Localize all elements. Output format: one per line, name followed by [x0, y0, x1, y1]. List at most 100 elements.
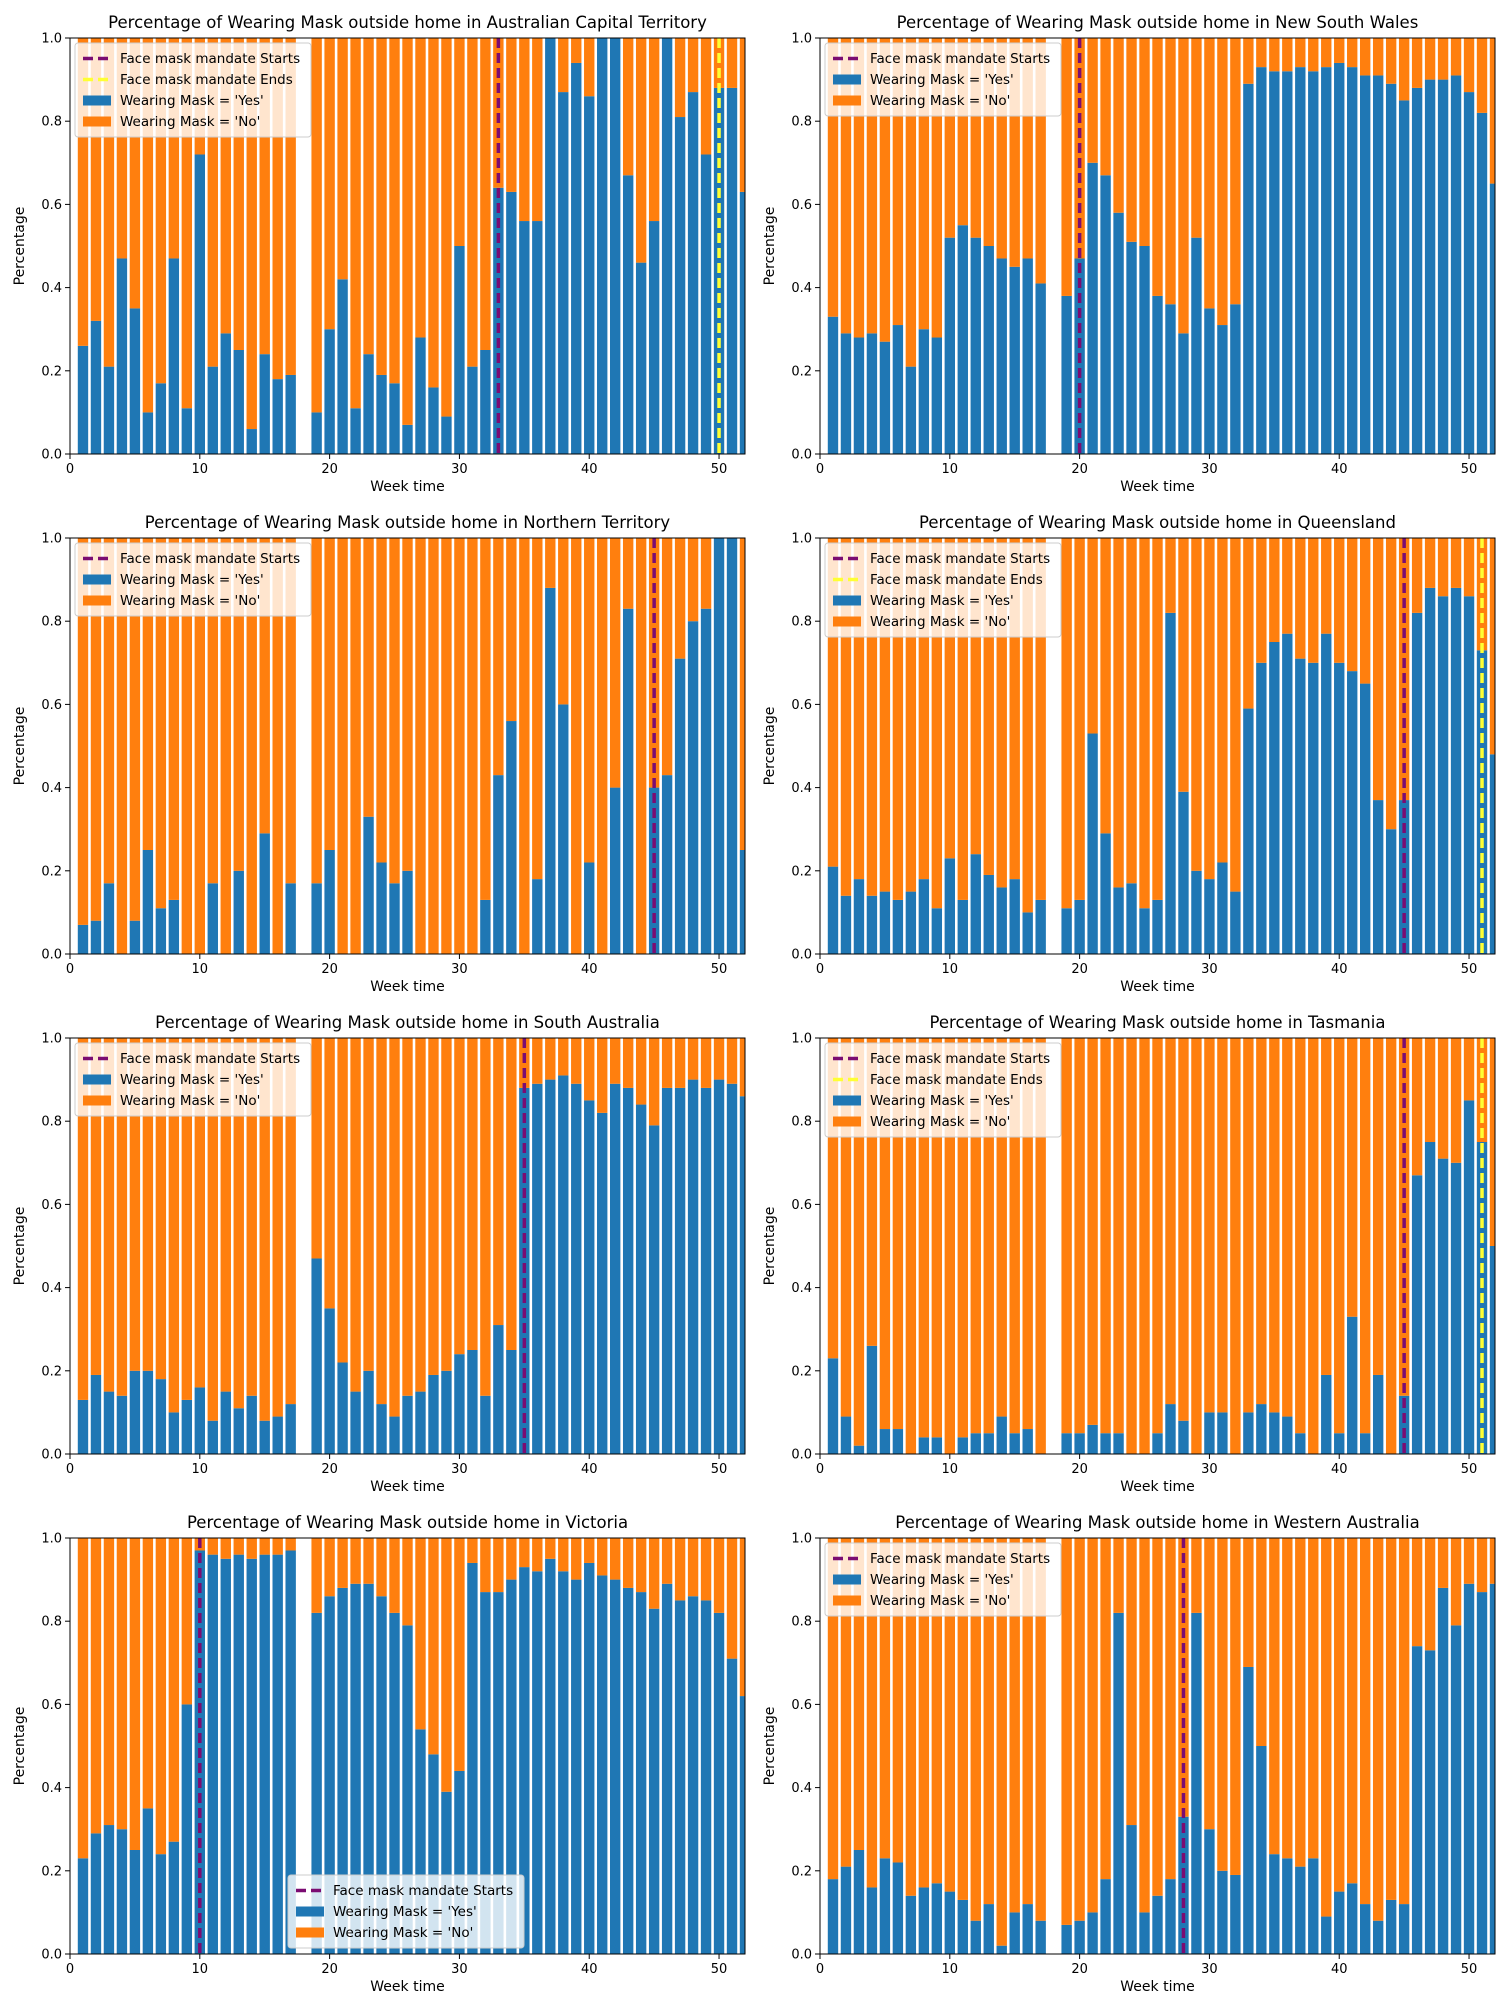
bar-no — [324, 1038, 335, 1309]
bar-no — [311, 38, 322, 413]
bar-no — [324, 1538, 335, 1597]
bar-no — [1191, 1038, 1202, 1454]
bar-yes — [402, 1625, 413, 1954]
bar-yes — [220, 1391, 231, 1454]
y-axis-label: Percentage — [762, 1207, 778, 1286]
bar-yes — [1334, 1891, 1345, 1954]
bar-yes — [493, 775, 504, 954]
bar-no — [493, 1038, 504, 1326]
bar-no — [1074, 538, 1085, 900]
bar-no — [996, 1038, 1007, 1417]
bar-no — [90, 538, 102, 921]
bar-yes — [1372, 1374, 1384, 1454]
bar-no — [1035, 1538, 1046, 1921]
bar-yes — [90, 1833, 102, 1954]
bar-no — [480, 1538, 491, 1593]
legend-item-yes-swatch — [833, 595, 861, 606]
bar-yes — [545, 587, 556, 954]
x-tick-label: 40 — [581, 962, 598, 977]
legend-item-mandate-start-label: Face mask mandate Starts — [870, 1051, 1050, 1067]
bar-no — [1009, 38, 1020, 267]
bar-no — [1152, 38, 1163, 296]
bar-yes — [532, 1571, 543, 1954]
bar-yes — [879, 891, 891, 954]
legend-item-no-label: Wearing Mask = 'No' — [333, 1925, 473, 1941]
bar-no — [1489, 1038, 1495, 1246]
bar-no — [1191, 1538, 1202, 1613]
bar-yes — [337, 1362, 348, 1454]
bar-yes — [1061, 908, 1072, 954]
bar-no — [220, 538, 231, 954]
bar-no — [1269, 1038, 1280, 1413]
bar-yes — [1204, 1829, 1215, 1954]
bar-no — [622, 538, 634, 609]
bar-yes — [713, 1612, 725, 1954]
bar-yes — [1113, 212, 1124, 454]
legend: Face mask mandate Starts Wearing Mask = '… — [74, 1042, 312, 1117]
bar-yes — [272, 379, 283, 454]
bar-no — [674, 1538, 686, 1601]
bar-yes — [622, 1587, 634, 1954]
bar-no — [389, 38, 400, 384]
bar-no — [674, 1038, 686, 1088]
x-tick-label: 40 — [581, 462, 598, 477]
bar-no — [1282, 1038, 1293, 1417]
bar-yes — [1269, 1854, 1280, 1954]
bar-yes — [1398, 1395, 1410, 1454]
bar-yes — [622, 175, 634, 454]
bar-no — [1061, 38, 1072, 296]
chart-svg: Percentage of Wearing Mask outside home … — [762, 513, 1496, 995]
bar-yes — [584, 96, 595, 454]
x-axis-label: Week time — [1120, 479, 1194, 495]
y-tick-label: 0.6 — [41, 198, 62, 213]
bar-no — [1009, 1538, 1020, 1913]
x-axis-label: Week time — [1120, 979, 1194, 995]
bar-yes — [1424, 587, 1436, 954]
chart-svg: Percentage of Wearing Mask outside home … — [12, 513, 746, 995]
legend-item-mandate-end-label: Face mask mandate Ends — [120, 72, 293, 88]
bar-yes — [700, 1600, 712, 1954]
bar-no — [853, 38, 865, 338]
bar-yes — [1321, 67, 1332, 454]
bar-yes — [1204, 879, 1215, 954]
bar-yes — [181, 1399, 193, 1454]
bar-yes — [233, 870, 244, 954]
bar-no — [220, 38, 231, 334]
bar-no — [840, 38, 852, 334]
bar-yes — [905, 1895, 917, 1954]
bar-yes — [1152, 1433, 1163, 1454]
x-tick-label: 10 — [942, 1962, 959, 1977]
bar-no — [957, 1538, 968, 1900]
bar-no — [272, 38, 283, 380]
bar-no — [532, 1038, 543, 1084]
x-tick-label: 20 — [321, 462, 338, 477]
bar-no — [467, 38, 478, 367]
bar-no — [168, 1538, 180, 1842]
bar-yes — [944, 237, 955, 454]
bar-yes — [610, 787, 621, 954]
bar-no — [1100, 1038, 1111, 1434]
bar-yes — [879, 1429, 891, 1454]
bar-yes — [168, 1841, 180, 1954]
bar-no — [1178, 1038, 1189, 1421]
bar-no — [635, 38, 647, 263]
bar-no — [648, 1038, 660, 1126]
bar-no — [142, 38, 154, 413]
bar-no — [1321, 1538, 1332, 1917]
bar-yes — [376, 862, 387, 954]
bar-yes — [983, 874, 994, 954]
bar-no — [622, 1538, 634, 1588]
bar-yes — [944, 858, 955, 954]
bar-yes — [168, 899, 180, 954]
bar-no — [285, 1038, 296, 1405]
bar-yes — [77, 1858, 89, 1954]
bar-no — [905, 1038, 917, 1454]
bar-yes — [957, 1899, 968, 1954]
bar-no — [129, 38, 141, 309]
bar-no — [545, 1038, 556, 1080]
axes-frame — [819, 1037, 1496, 1455]
bar-yes — [1009, 879, 1020, 954]
bar-yes — [1256, 1746, 1267, 1954]
bar-no — [1411, 538, 1423, 613]
bar-yes — [1321, 1916, 1332, 1954]
